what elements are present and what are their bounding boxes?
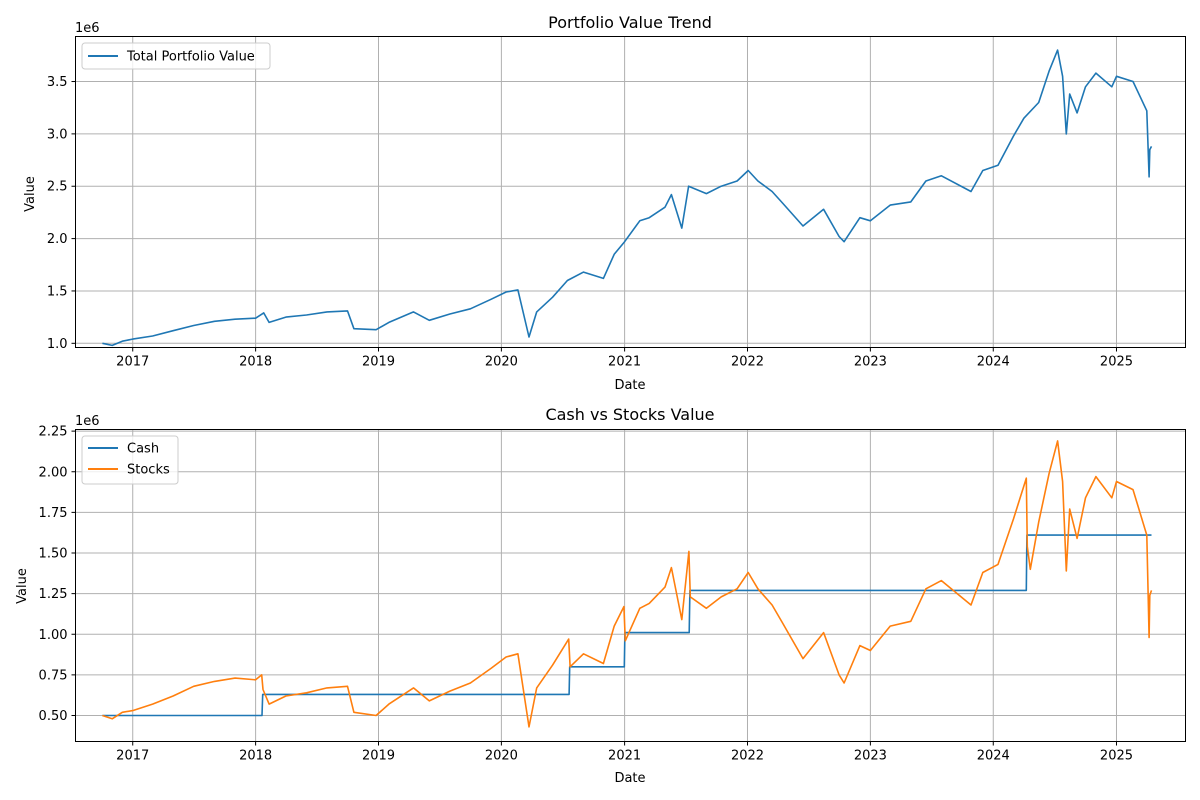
y-tick-label: 1.00	[39, 628, 68, 643]
y-tick-label: 1.0	[47, 337, 68, 352]
portfolio-value-chart: Portfolio Value Trend 2017 2018 2019 2020 20…	[23, 13, 1186, 393]
chart-title: Portfolio Value Trend	[548, 13, 712, 32]
y-tick-label: 1.25	[39, 587, 68, 602]
y-scale-label: 1e6	[75, 21, 100, 36]
x-axis: 2017 2018 2019 2020 2021 2022 2023 2024 2025	[116, 741, 1133, 764]
legend: Total Portfolio Value	[81, 42, 271, 70]
y-axis: 1.0 1.5 2.0 2.5 3.0 3.5	[47, 75, 76, 352]
x-tick-label: 2019	[362, 355, 395, 370]
x-axis-title: Date	[614, 771, 645, 786]
x-tick-label: 2021	[608, 749, 641, 764]
series-layer	[102, 440, 1153, 728]
series-line-stocks	[102, 440, 1153, 728]
legend-label-cash: Cash	[127, 442, 159, 457]
x-tick-label: 2020	[485, 355, 518, 370]
y-axis-title: Value	[15, 568, 30, 604]
cash-vs-stocks-chart: Cash vs Stocks Value 2017 2018 2019 2020 202…	[15, 405, 1186, 786]
legend-label-stocks: Stocks	[127, 463, 170, 478]
x-tick-label: 2018	[239, 749, 272, 764]
chart-title: Cash vs Stocks Value	[545, 405, 714, 424]
y-scale-label: 1e6	[75, 414, 100, 429]
x-tick-label: 2025	[1100, 355, 1133, 370]
x-tick-label: 2023	[854, 355, 887, 370]
x-tick-label: 2017	[116, 749, 149, 764]
x-tick-label: 2024	[977, 355, 1010, 370]
y-tick-label: 0.50	[39, 709, 68, 724]
legend-label-total-portfolio-value: Total Portfolio Value	[126, 50, 255, 65]
x-tick-label: 2025	[1100, 749, 1133, 764]
x-tick-label: 2018	[239, 355, 272, 370]
x-tick-label: 2019	[362, 749, 395, 764]
legend-box	[81, 42, 271, 70]
x-tick-label: 2022	[731, 749, 764, 764]
y-tick-label: 2.5	[47, 180, 68, 195]
y-tick-label: 1.50	[39, 547, 68, 562]
plot-frame	[75, 36, 1186, 348]
plot-frame	[75, 429, 1186, 742]
y-tick-label: 1.75	[39, 506, 68, 521]
x-tick-label: 2023	[854, 749, 887, 764]
x-tick-label: 2022	[731, 355, 764, 370]
y-axis-title: Value	[23, 176, 38, 212]
series-line-total-portfolio-value	[102, 49, 1153, 347]
x-axis: 2017 2018 2019 2020 2021 2022 2023 2024 2025	[116, 347, 1133, 370]
y-tick-label: 2.0	[47, 232, 68, 247]
x-tick-label: 2024	[977, 749, 1010, 764]
legend: Cash Stocks	[81, 435, 179, 485]
y-tick-label: 2.25	[39, 425, 68, 440]
y-tick-label: 3.5	[47, 75, 68, 90]
grid	[75, 36, 1186, 348]
grid	[75, 429, 1186, 742]
series-line-cash	[102, 534, 1152, 717]
y-axis: 0.50 0.75 1.00 1.25 1.50 1.75 2.00 2.25	[39, 425, 76, 724]
x-axis-title: Date	[614, 378, 645, 393]
y-tick-label: 0.75	[39, 668, 68, 683]
x-tick-label: 2021	[608, 355, 641, 370]
x-tick-label: 2020	[485, 749, 518, 764]
y-tick-label: 1.5	[47, 284, 68, 299]
y-tick-label: 3.0	[47, 127, 68, 142]
x-tick-label: 2017	[116, 355, 149, 370]
y-tick-label: 2.00	[39, 465, 68, 480]
series-layer	[102, 49, 1153, 347]
